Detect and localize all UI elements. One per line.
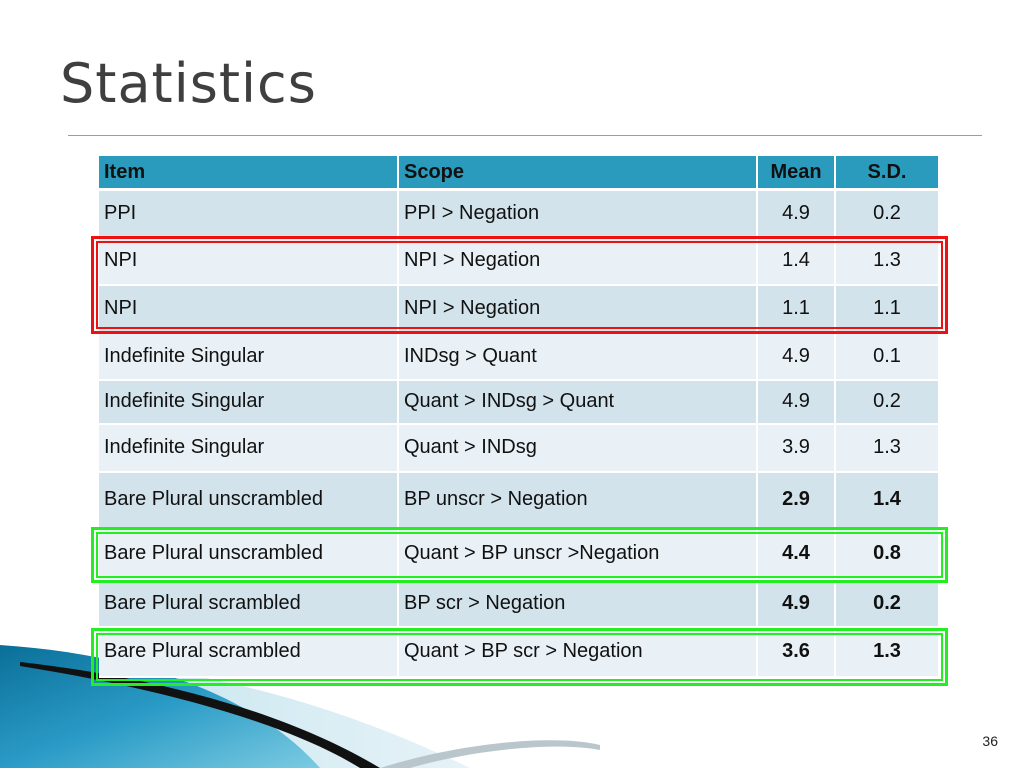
cell-item: NPI [99,236,399,286]
header-item: Item [99,156,399,191]
cell-scope: BP scr > Negation [398,579,758,628]
cell-sd: 1.3 [835,236,940,286]
cell-item: Bare Plural unscrambled [99,527,399,581]
cell-mean: 4.9 [757,189,836,238]
cell-mean: 1.1 [757,284,836,334]
cell-scope: PPI > Negation [398,189,758,238]
cell-scope: INDsg > Quant [398,332,758,381]
table-row: Bare Plural scrambled BP scr > Negation … [99,579,940,628]
cell-sd: 1.4 [835,471,940,529]
cell-mean: 3.9 [757,423,836,473]
swoosh-gray-stroke [380,740,600,768]
cell-mean: 3.6 [757,626,836,678]
cell-scope: NPI > Negation [398,284,758,334]
table-row: PPI PPI > Negation 4.9 0.2 [99,189,940,238]
cell-scope: NPI > Negation [398,236,758,286]
cell-item: Indefinite Singular [99,423,399,473]
title-divider [68,135,982,136]
table-row: Indefinite Singular Quant > INDsg > Quan… [99,379,940,425]
cell-item: PPI [99,189,399,238]
cell-item: Indefinite Singular [99,332,399,381]
cell-sd: 1.3 [835,423,940,473]
cell-sd: 0.2 [835,189,940,238]
table-row: Indefinite Singular Quant > INDsg 3.9 1.… [99,423,940,473]
table-row: Bare Plural unscrambled BP unscr > Negat… [99,471,940,529]
table-row: NPI NPI > Negation 1.1 1.1 [99,284,940,334]
cell-scope: Quant > BP scr > Negation [398,626,758,678]
cell-item: Bare Plural unscrambled [99,471,399,529]
cell-sd: 0.1 [835,332,940,381]
cell-item: Bare Plural scrambled [99,579,399,628]
swoosh-black-stroke [20,662,380,768]
statistics-table: Item Scope Mean S.D. PPI PPI > Negation … [99,156,940,678]
table-row: Bare Plural unscrambled Quant > BP unscr… [99,527,940,581]
cell-mean: 4.9 [757,379,836,425]
cell-sd: 1.1 [835,284,940,334]
cell-item: Indefinite Singular [99,379,399,425]
cell-scope: Quant > INDsg > Quant [398,379,758,425]
table-header-row: Item Scope Mean S.D. [99,156,940,191]
cell-mean: 4.9 [757,332,836,381]
header-sd: S.D. [835,156,940,191]
cell-sd: 0.2 [835,579,940,628]
cell-mean: 1.4 [757,236,836,286]
cell-scope: BP unscr > Negation [398,471,758,529]
cell-sd: 1.3 [835,626,940,678]
table-row: NPI NPI > Negation 1.4 1.3 [99,236,940,286]
cell-scope: Quant > INDsg [398,423,758,473]
cell-mean: 2.9 [757,471,836,529]
header-scope: Scope [398,156,758,191]
cell-sd: 0.8 [835,527,940,581]
cell-mean: 4.9 [757,579,836,628]
page-title: Statistics [60,52,317,115]
cell-item: NPI [99,284,399,334]
cell-sd: 0.2 [835,379,940,425]
cell-mean: 4.4 [757,527,836,581]
table-row: Bare Plural scrambled Quant > BP scr > N… [99,626,940,678]
header-mean: Mean [757,156,836,191]
table-row: Indefinite Singular INDsg > Quant 4.9 0.… [99,332,940,381]
page-number: 36 [982,733,998,749]
cell-item: Bare Plural scrambled [99,626,399,678]
cell-scope: Quant > BP unscr >Negation [398,527,758,581]
